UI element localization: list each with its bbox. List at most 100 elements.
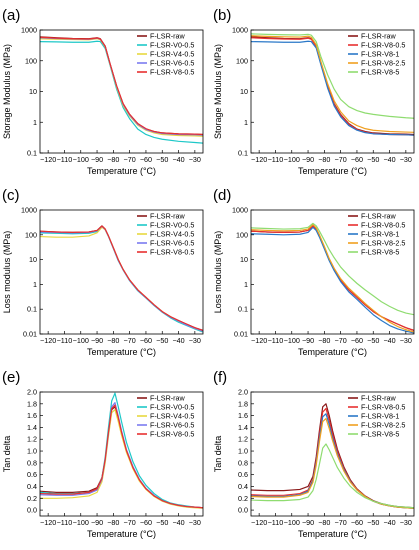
x-axis-title: Temperature (°C) [87,166,156,176]
series-group [251,403,414,509]
x-tick-label: −100 [73,518,89,527]
x-tick-label: −120 [251,155,267,164]
y-tick-label: 100 [236,56,248,65]
series-line [40,36,203,136]
y-tick-label: 0.2 [27,494,37,503]
legend-label: F-LSR-raw [361,394,397,403]
x-tick-label: −30 [189,336,201,345]
x-tick-label: −50 [367,518,379,527]
x-tick-label: −110 [268,518,284,527]
legend-label: F-LSR-V4-0.5 [150,230,194,239]
panel-letter: (f) [213,369,227,386]
legend: F-LSR-rawF-LSR-V8-0.5F-LSR-V8-1F-LSR-V8-… [348,212,405,257]
y-tick-label: 0.1 [238,149,248,158]
y-tick-label: 1.0 [27,447,37,456]
legend-label: F-LSR-V8-0.5 [361,403,405,412]
panel-letter: (d) [213,187,231,204]
y-tick-label: 1000 [21,26,37,35]
legend-label: F-LSR-V8-1 [361,412,399,421]
x-tick-label: −80 [318,155,330,164]
y-tick-label: 1.8 [27,399,37,408]
x-tick-label: −60 [140,518,152,527]
x-axis-title: Temperature (°C) [87,529,156,539]
x-tick-label: −90 [302,155,314,164]
series-group [40,36,203,144]
x-tick-label: −100 [284,336,300,345]
panel-letter: (a) [2,7,20,24]
chart-panel: (c) −120 −110 −100 −90 −80 −70 −60 −50 −40 −30 0.01… [2,187,204,357]
x-tick-label: −30 [189,155,201,164]
series-line [251,226,414,334]
y-tick-label: 0.0 [238,506,248,515]
y-tick-label: 1.8 [238,399,248,408]
legend-label: F-LSR-raw [361,212,397,221]
y-tick-label: 0.6 [27,470,37,479]
chart-panel: (f) −120 −110 −100 −90 −80 −70 −60 −50 −40 −30 0.0 0… [213,369,415,539]
legend-label: F-LSR-V8-0.5 [150,430,194,439]
x-tick-label: −80 [107,336,119,345]
x-tick-label: −110 [268,336,284,345]
x-tick-label: −70 [335,518,347,527]
series-line [40,404,203,509]
x-tick-label: −70 [124,518,136,527]
x-tick-label: −50 [156,336,168,345]
y-tick-label: 0.01 [234,330,248,339]
plot-frame [39,209,204,335]
x-tick-label: −120 [40,336,56,345]
y-tick-label: 10 [240,255,248,264]
y-tick-label: 10 [29,87,37,96]
y-tick-label: 1 [244,280,248,289]
x-tick-label: −110 [57,518,73,527]
x-tick-label: −50 [156,518,168,527]
x-axis-title: Temperature (°C) [298,347,367,357]
legend-label: F-LSR-V8-2.5 [361,421,405,430]
legend-label: F-LSR-V8-0.5 [150,68,194,77]
y-tick-label: 100 [236,230,248,239]
y-tick-label: 2.0 [238,388,248,397]
legend-label: F-LSR-V8-5 [361,248,399,257]
x-tick-label: −100 [73,155,89,164]
legend: F-LSR-rawF-LSR-V0-0.5F-LSR-V4-0.5F-LSR-V… [137,212,194,257]
x-tick-label: −60 [351,155,363,164]
legend-label: F-LSR-V0-0.5 [150,221,194,230]
x-tick-label: −80 [107,155,119,164]
x-tick-label: −110 [57,336,73,345]
y-tick-label: 10 [240,87,248,96]
legend-label: F-LSR-raw [150,394,186,403]
plot-frame [250,209,415,335]
x-tick-label: −30 [400,518,412,527]
x-tick-label: −80 [107,518,119,527]
y-tick-label: 1.2 [238,435,248,444]
x-tick-label: −70 [335,336,347,345]
x-tick-label: −100 [73,336,89,345]
panel-letter: (c) [2,187,20,204]
legend-label: F-LSR-V8-1 [361,230,399,239]
y-tick-label: 0.4 [238,482,248,491]
x-tick-label: −30 [400,155,412,164]
panel-letter: (b) [213,7,231,24]
x-tick-label: −60 [351,518,363,527]
legend-label: F-LSR-V4-0.5 [150,412,194,421]
x-tick-label: −120 [40,518,56,527]
series-group [40,392,203,509]
x-tick-label: −110 [268,155,284,164]
legend-label: F-LSR-V8-2.5 [361,59,405,68]
y-tick-label: 0.8 [238,458,248,467]
y-tick-label: 1.6 [238,411,248,420]
series-line [251,443,414,509]
legend: F-LSR-rawF-LSR-V0-0.5F-LSR-V4-0.5F-LSR-V… [137,32,194,77]
legend-label: F-LSR-raw [150,32,186,41]
legend-label: F-LSR-V6-0.5 [150,239,194,248]
x-axis-title: Temperature (°C) [298,166,367,176]
x-tick-label: −110 [57,155,73,164]
series-line [40,40,203,144]
x-tick-label: −50 [367,336,379,345]
series-line [251,40,414,136]
x-tick-label: −120 [251,518,267,527]
series-line [251,35,414,133]
legend-label: F-LSR-V8-0.5 [150,248,194,257]
y-tick-label: 1000 [232,26,248,35]
x-tick-label: −90 [302,336,314,345]
x-tick-label: −40 [383,336,395,345]
